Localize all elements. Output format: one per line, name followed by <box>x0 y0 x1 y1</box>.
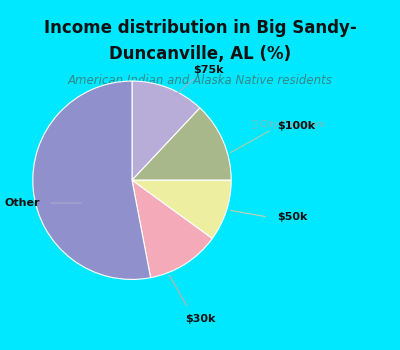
Wedge shape <box>132 108 231 180</box>
Text: $50k: $50k <box>277 212 307 222</box>
Text: $30k: $30k <box>185 314 215 323</box>
Wedge shape <box>33 81 150 279</box>
Text: Other: Other <box>4 198 40 208</box>
Wedge shape <box>132 180 231 239</box>
Text: American Indian and Alaska Native residents: American Indian and Alaska Native reside… <box>68 74 332 87</box>
Wedge shape <box>132 180 212 278</box>
Text: Duncanville, AL (%): Duncanville, AL (%) <box>109 46 291 63</box>
Text: Income distribution in Big Sandy-: Income distribution in Big Sandy- <box>44 19 356 37</box>
Text: $75k: $75k <box>193 65 223 75</box>
Wedge shape <box>132 81 200 180</box>
Text: $100k: $100k <box>277 121 315 131</box>
Text: ⓘ City-Data.com: ⓘ City-Data.com <box>252 120 324 129</box>
